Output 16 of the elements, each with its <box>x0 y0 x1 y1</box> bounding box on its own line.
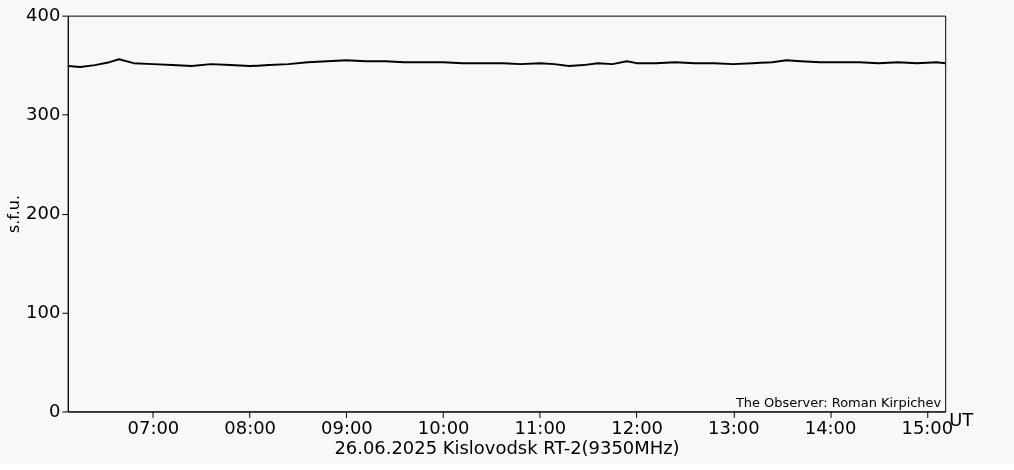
y-tick-label: 200 <box>26 202 61 224</box>
x-tick-label: 12:00 <box>611 416 663 438</box>
y-axis-title: s.f.u. <box>4 195 24 234</box>
x-tick-label: 09:00 <box>321 416 373 438</box>
x-tick-label: 08:00 <box>224 416 277 438</box>
x-tick-label: 10:00 <box>417 416 470 438</box>
y-tick-label: 300 <box>26 103 61 125</box>
x-axis-title: 26.06.2025 Kislovodsk RT-2(9350MHz) <box>334 436 680 458</box>
y-tick-label: 0 <box>48 399 61 421</box>
x-tick-label: 13:00 <box>708 416 760 438</box>
y-tick-label: 100 <box>26 300 61 322</box>
x-tick-label: 14:00 <box>804 416 857 438</box>
annotation: The Observer: Roman Kirpichev <box>734 395 942 411</box>
x-tick-label: 07:00 <box>127 416 180 438</box>
y-tick-label: 400 <box>26 4 61 26</box>
x-tick-label: 11:00 <box>514 416 567 438</box>
